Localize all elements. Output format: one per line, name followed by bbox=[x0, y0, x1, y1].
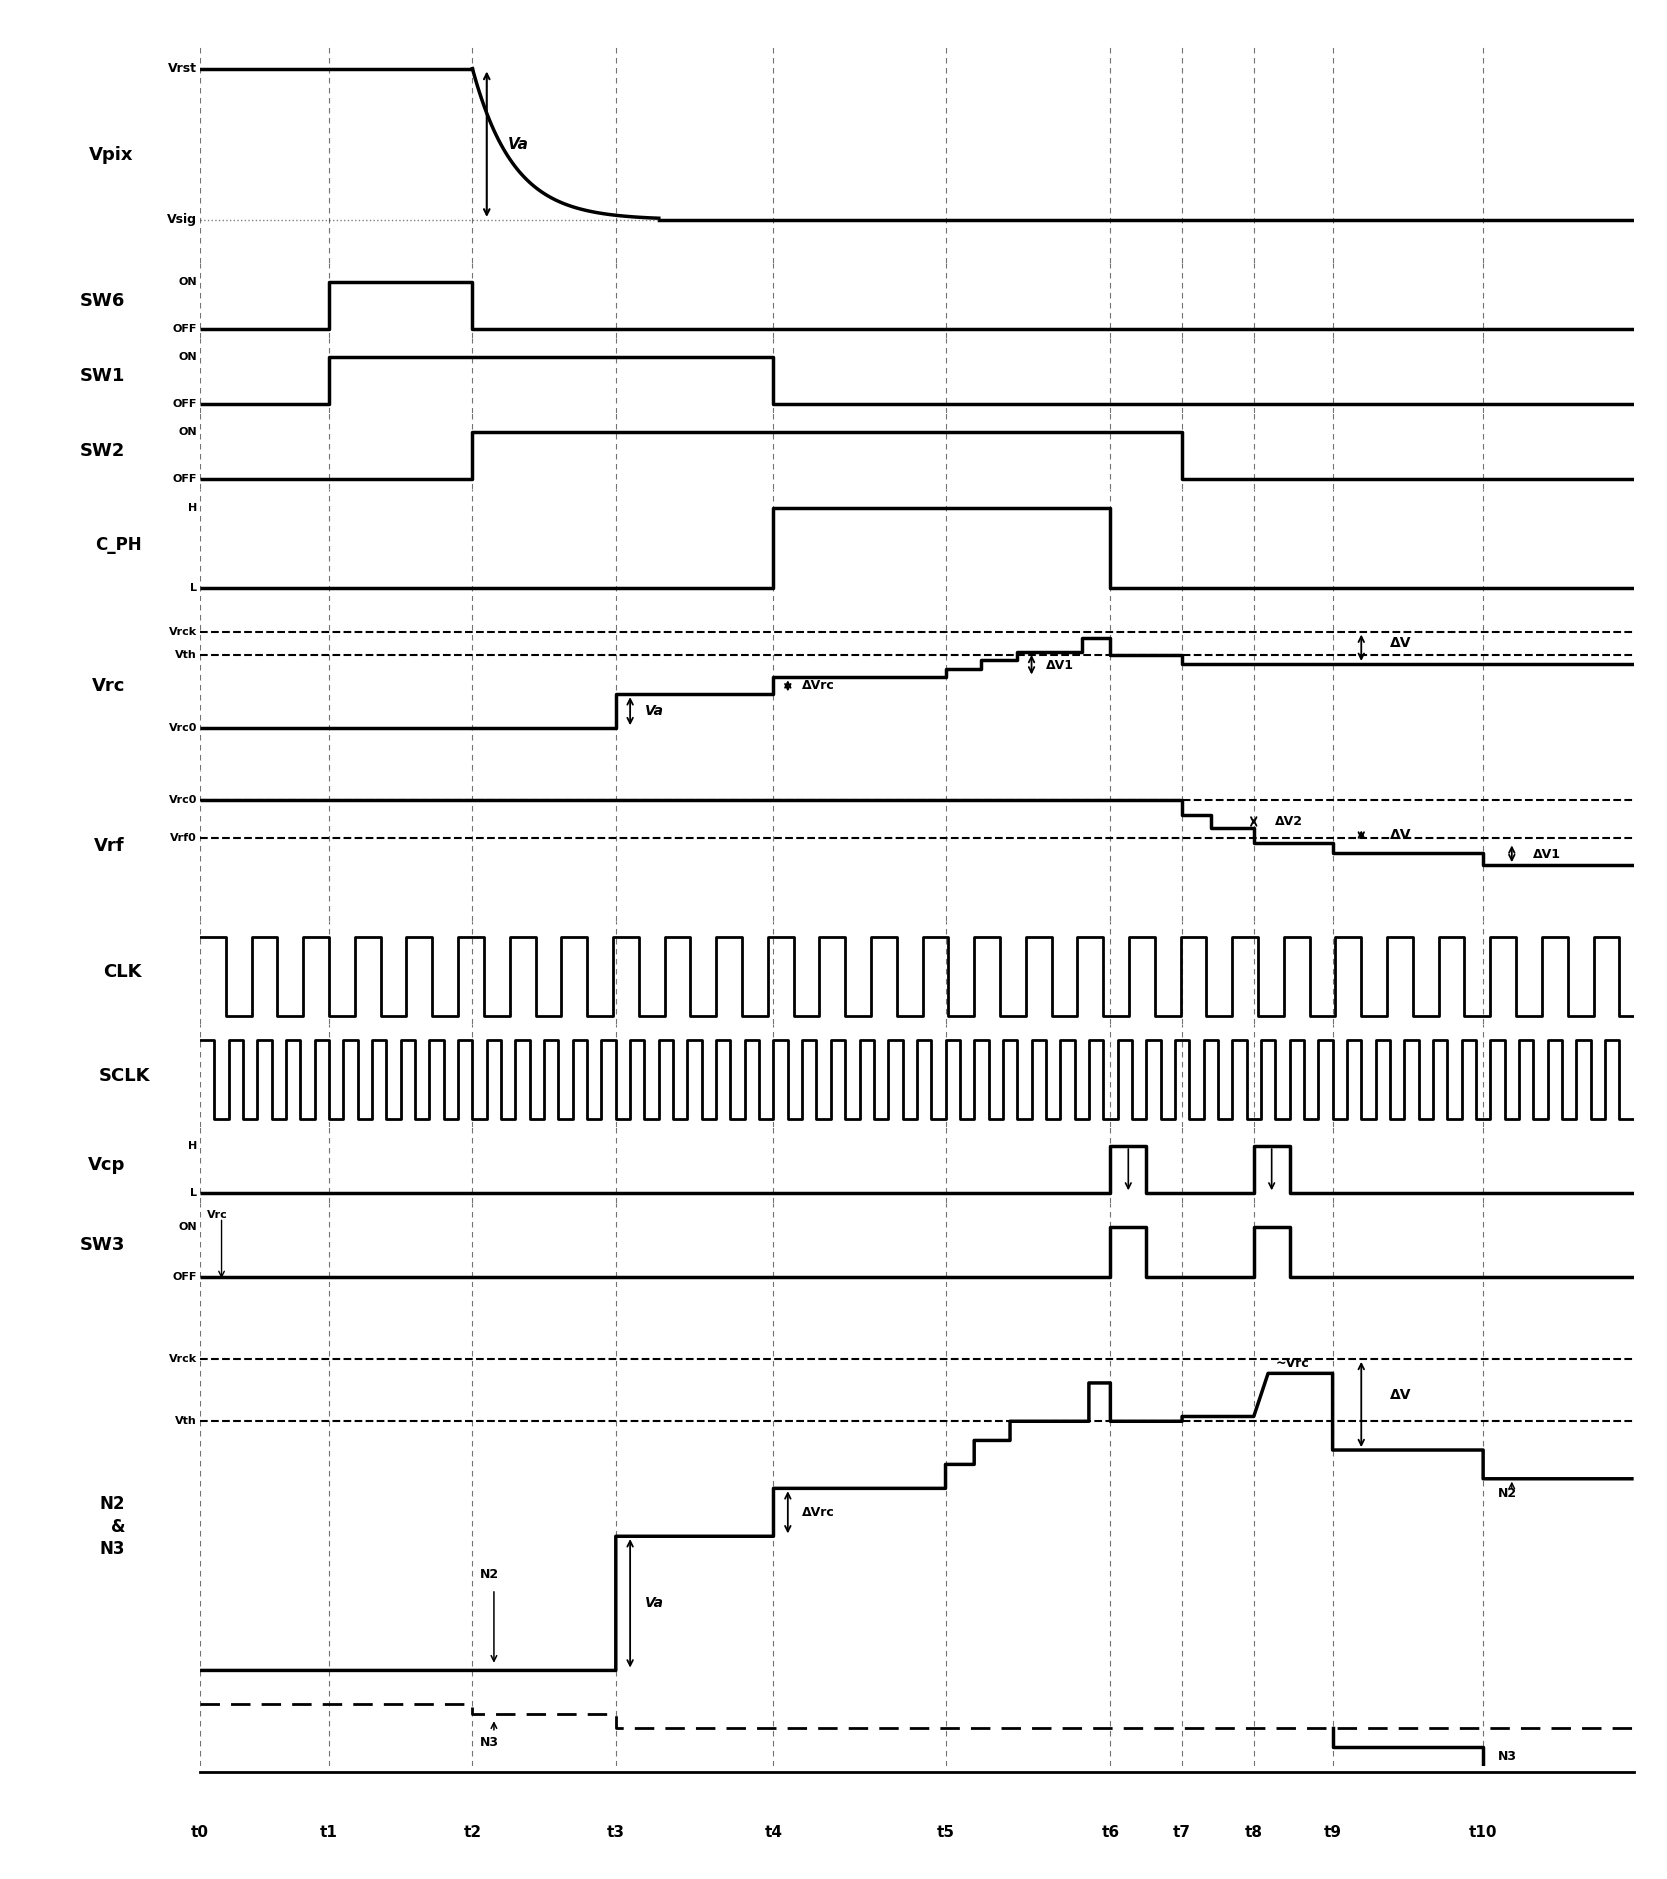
Text: Vth: Vth bbox=[175, 650, 197, 660]
Text: t5: t5 bbox=[937, 1825, 955, 1840]
Text: Vcp: Vcp bbox=[88, 1156, 125, 1174]
Text: t10: t10 bbox=[1469, 1825, 1497, 1840]
Text: Vrc: Vrc bbox=[207, 1210, 228, 1219]
Text: Va: Va bbox=[645, 705, 663, 718]
Text: t4: t4 bbox=[765, 1825, 782, 1840]
Text: H: H bbox=[188, 1141, 197, 1152]
Text: N3: N3 bbox=[1497, 1749, 1517, 1763]
Text: ON: ON bbox=[178, 427, 197, 438]
Text: t7: t7 bbox=[1174, 1825, 1190, 1840]
Text: Vrc: Vrc bbox=[92, 676, 125, 695]
Text: ON: ON bbox=[178, 1223, 197, 1233]
Text: ~Vrc: ~Vrc bbox=[1275, 1357, 1309, 1370]
Text: ΔV1: ΔV1 bbox=[1045, 660, 1074, 673]
Text: SW6: SW6 bbox=[80, 291, 125, 310]
Text: t9: t9 bbox=[1324, 1825, 1342, 1840]
Text: ΔVrc: ΔVrc bbox=[802, 1505, 835, 1518]
Text: C_PH: C_PH bbox=[95, 536, 142, 554]
Text: L: L bbox=[190, 582, 197, 594]
Text: H: H bbox=[188, 504, 197, 513]
Text: SW3: SW3 bbox=[80, 1236, 125, 1253]
Text: Vpix: Vpix bbox=[88, 147, 133, 163]
Text: N3: N3 bbox=[480, 1736, 498, 1749]
Text: ΔVrc: ΔVrc bbox=[802, 680, 835, 691]
Text: Va: Va bbox=[645, 1597, 663, 1610]
Text: N2
&
N3: N2 & N3 bbox=[100, 1496, 125, 1558]
Text: ΔV: ΔV bbox=[1390, 635, 1412, 650]
Text: Vrst: Vrst bbox=[168, 62, 197, 75]
Text: ON: ON bbox=[178, 351, 197, 363]
Text: SCLK: SCLK bbox=[98, 1067, 150, 1084]
Text: t6: t6 bbox=[1102, 1825, 1120, 1840]
Text: ON: ON bbox=[178, 276, 197, 287]
Text: t3: t3 bbox=[607, 1825, 625, 1840]
Text: Vrf: Vrf bbox=[95, 836, 125, 855]
Text: Vrc0: Vrc0 bbox=[168, 723, 197, 733]
Text: t8: t8 bbox=[1245, 1825, 1262, 1840]
Text: ΔV: ΔV bbox=[1390, 1389, 1412, 1402]
Text: OFF: OFF bbox=[173, 398, 197, 410]
Text: Vsig: Vsig bbox=[167, 214, 197, 225]
Text: SW1: SW1 bbox=[80, 366, 125, 385]
Text: Vrf0: Vrf0 bbox=[170, 832, 197, 844]
Text: N2: N2 bbox=[480, 1569, 498, 1580]
Text: CLK: CLK bbox=[103, 964, 142, 981]
Text: ΔV1: ΔV1 bbox=[1534, 847, 1562, 861]
Text: Vrc0: Vrc0 bbox=[168, 795, 197, 806]
Text: t2: t2 bbox=[463, 1825, 482, 1840]
Text: OFF: OFF bbox=[173, 323, 197, 334]
Text: OFF: OFF bbox=[173, 1272, 197, 1281]
Text: t0: t0 bbox=[192, 1825, 208, 1840]
Text: t1: t1 bbox=[320, 1825, 338, 1840]
Text: ΔV2: ΔV2 bbox=[1275, 815, 1304, 829]
Text: Vrck: Vrck bbox=[168, 628, 197, 637]
Text: N2: N2 bbox=[1497, 1486, 1517, 1499]
Text: Vrck: Vrck bbox=[168, 1355, 197, 1364]
Text: Vth: Vth bbox=[175, 1417, 197, 1426]
Text: Va: Va bbox=[508, 137, 528, 152]
Text: OFF: OFF bbox=[173, 474, 197, 485]
Text: L: L bbox=[190, 1188, 197, 1199]
Text: SW2: SW2 bbox=[80, 442, 125, 460]
Text: ΔV: ΔV bbox=[1390, 829, 1412, 842]
